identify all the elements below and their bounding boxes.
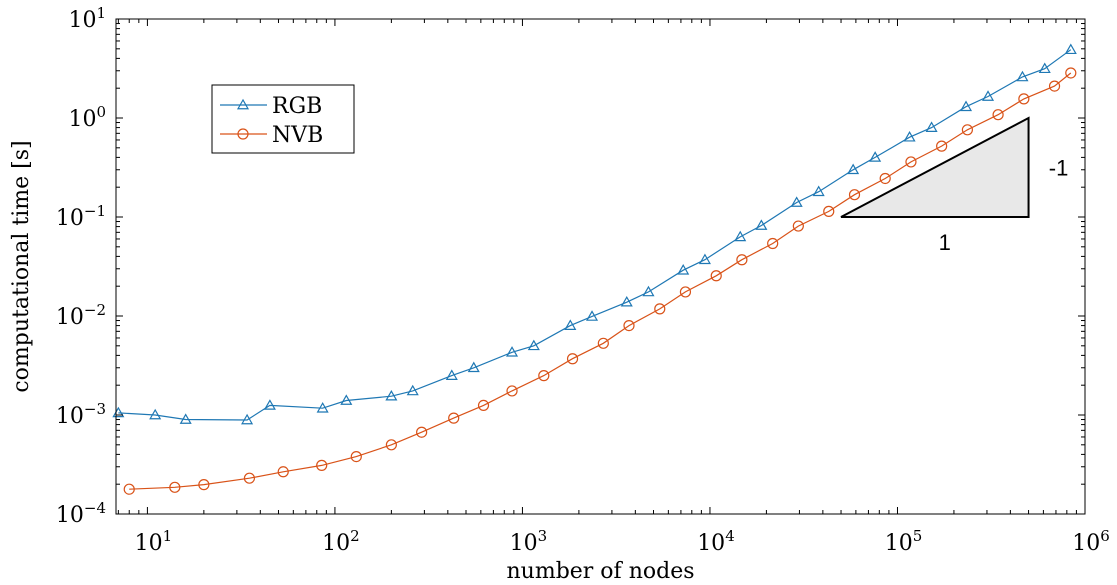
series-rgb-point (340, 394, 353, 405)
y-tick-label: 101 (68, 4, 106, 33)
legend-rgb-marker (236, 98, 250, 110)
x-tick-label: 105 (885, 527, 923, 556)
series-rgb-point (149, 408, 162, 420)
series-rgb-point (903, 130, 916, 142)
series-nvb-point (736, 254, 748, 266)
series-nvb-point (905, 156, 917, 168)
series-rgb-point (1016, 70, 1029, 82)
y-tick-label: 10−2 (56, 301, 106, 330)
series-nvb-point (1018, 93, 1030, 105)
series-nvb-point (654, 303, 666, 315)
series-nvb-point (848, 189, 861, 201)
series-nvb-point (879, 172, 891, 185)
series-nvb-point (936, 140, 948, 152)
slope-run-label: 1 (939, 230, 951, 255)
series-rgb-point (585, 310, 599, 321)
legend-rgb-label: RGB (272, 94, 322, 119)
series-nvb-point (566, 353, 579, 365)
series-rgb-point (755, 219, 768, 230)
series-rgb-point (179, 413, 192, 424)
y-tick-label: 10−3 (56, 400, 106, 429)
legend-nvb-marker (237, 128, 249, 140)
series-rgb-point (385, 389, 398, 401)
x-tick-label: 102 (322, 527, 360, 556)
series-rgb-point (812, 185, 825, 197)
series-nvb-point (169, 481, 181, 493)
series-nvb-point (198, 479, 210, 491)
series-rgb-point (790, 196, 803, 207)
series-nvb-point (448, 412, 460, 424)
series-nvb-point (710, 270, 722, 282)
series-rgb-point (642, 285, 655, 297)
legend: RGB NVB (211, 84, 355, 154)
y-tick-label: 100 (68, 103, 106, 132)
series-rgb-point (677, 264, 690, 275)
legend-nvb-label: NVB (272, 123, 323, 148)
series-nvb-point (506, 385, 518, 397)
series-rgb-point (316, 402, 329, 413)
series-rgb-point (406, 384, 419, 396)
plot-frame (115, 18, 1086, 515)
x-tick-label: 101 (135, 527, 173, 556)
series-nvb-point (679, 286, 692, 298)
y-tick-label: 10−1 (56, 202, 106, 231)
series-nvb-point (1048, 80, 1061, 92)
x-tick-label: 106 (1072, 527, 1110, 556)
series-rgb-point (1038, 62, 1051, 74)
series-rgb-point (620, 295, 633, 307)
series-nvb-point (538, 370, 550, 382)
x-tick-label: 103 (510, 527, 548, 556)
series-rgb-point (241, 413, 254, 425)
series-rgb-point (263, 399, 276, 410)
slope-triangle (840, 116, 1030, 218)
series-nvb-point (623, 319, 635, 332)
series-nvb-point (416, 426, 428, 438)
series-nvb-line (129, 72, 1072, 490)
slope-rise-label: -1 (1049, 156, 1069, 181)
y-axis-label: computational time [s] (9, 140, 34, 392)
series-nvb-point (992, 109, 1004, 121)
series-rgb-point (506, 346, 519, 357)
series-nvb-point (243, 472, 256, 484)
series-rgb-point (467, 361, 480, 373)
series-nvb-point (123, 483, 135, 495)
series-nvb-point (823, 205, 835, 217)
series-rgb-point (527, 339, 540, 351)
series-rgb-point (698, 253, 711, 265)
tick-group (116, 18, 1086, 515)
series-rgb-point (981, 90, 995, 101)
series-nvb-point (767, 237, 779, 250)
series-nvb-point (350, 451, 362, 463)
series-nvb-point (1065, 67, 1077, 79)
series-rgb-point (1064, 43, 1077, 55)
series-rgb-point (564, 319, 577, 330)
legend-box (211, 84, 355, 154)
series-nvb-point (597, 337, 609, 349)
y-tick-label: 10−4 (56, 499, 106, 528)
series-nvb-point (385, 439, 397, 451)
series-rgb-point (445, 369, 458, 380)
series-nvb-point (316, 459, 328, 471)
series-group (112, 43, 1077, 495)
series-nvb-point (961, 124, 974, 136)
series-nvb-point (792, 220, 804, 232)
series-rgb-point (734, 230, 747, 242)
series-nvb-point (477, 399, 490, 412)
x-axis-label: number of nodes (507, 559, 695, 584)
x-tick-label: 104 (697, 527, 735, 556)
series-rgb-point (959, 100, 973, 112)
series-rgb-point (869, 151, 882, 162)
series-rgb-point (847, 163, 860, 175)
tick-label-group: 101 102 103 104 105 106 10−4 10−3 10−2 10−1 100 101 (56, 4, 1110, 556)
series-rgb-point (925, 121, 938, 132)
series-nvb-point (277, 466, 289, 478)
slope-triangle-group: 1 -1 (840, 116, 1069, 255)
